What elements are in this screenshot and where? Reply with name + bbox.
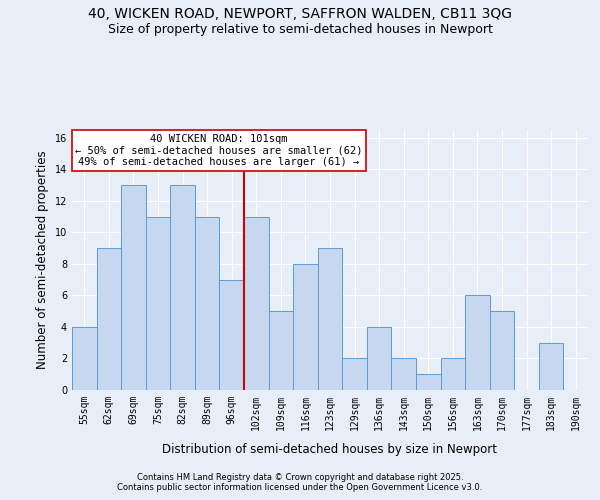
Text: Contains HM Land Registry data © Crown copyright and database right 2025.: Contains HM Land Registry data © Crown c…: [137, 472, 463, 482]
Bar: [342, 358, 367, 390]
Bar: [97, 248, 121, 390]
Bar: [269, 311, 293, 390]
Bar: [440, 358, 465, 390]
Bar: [539, 342, 563, 390]
Bar: [416, 374, 440, 390]
Y-axis label: Number of semi-detached properties: Number of semi-detached properties: [36, 150, 49, 370]
Text: Size of property relative to semi-detached houses in Newport: Size of property relative to semi-detach…: [107, 22, 493, 36]
Bar: [465, 296, 490, 390]
Text: Distribution of semi-detached houses by size in Newport: Distribution of semi-detached houses by …: [163, 442, 497, 456]
Bar: [220, 280, 244, 390]
Bar: [146, 216, 170, 390]
Bar: [367, 327, 391, 390]
Bar: [170, 185, 195, 390]
Bar: [293, 264, 318, 390]
Bar: [72, 327, 97, 390]
Text: 40 WICKEN ROAD: 101sqm
← 50% of semi-detached houses are smaller (62)
49% of sem: 40 WICKEN ROAD: 101sqm ← 50% of semi-det…: [76, 134, 363, 167]
Bar: [244, 216, 269, 390]
Bar: [121, 185, 146, 390]
Bar: [490, 311, 514, 390]
Text: Contains public sector information licensed under the Open Government Licence v3: Contains public sector information licen…: [118, 484, 482, 492]
Text: 40, WICKEN ROAD, NEWPORT, SAFFRON WALDEN, CB11 3QG: 40, WICKEN ROAD, NEWPORT, SAFFRON WALDEN…: [88, 8, 512, 22]
Bar: [318, 248, 342, 390]
Bar: [391, 358, 416, 390]
Bar: [195, 216, 220, 390]
